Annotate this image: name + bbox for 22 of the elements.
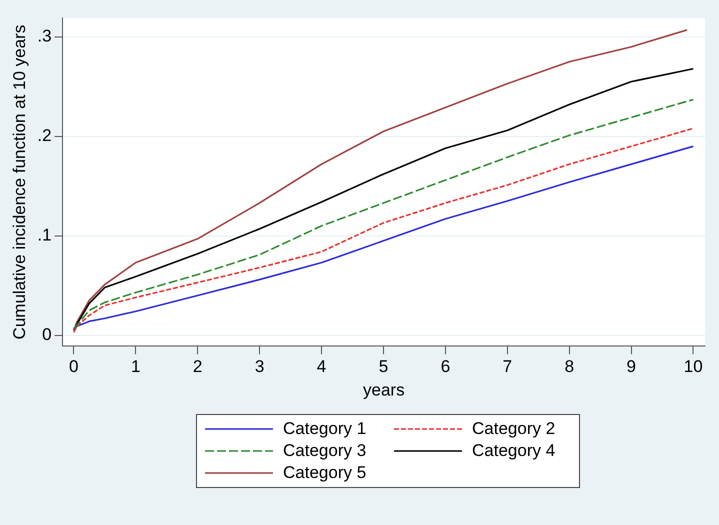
x-tick-label: 1 (130, 357, 140, 376)
y-tick-label: .3 (37, 26, 52, 46)
y-tick-label: .2 (37, 126, 52, 146)
x-tick-label: 4 (316, 357, 326, 376)
legend-label: Category 5 (283, 463, 366, 483)
legend-label: Category 3 (283, 441, 366, 461)
x-tick-label: 5 (378, 357, 388, 376)
x-tick-label: 9 (626, 357, 636, 376)
x-tick-label: 10 (684, 357, 703, 376)
x-axis-title: years (363, 380, 405, 400)
legend-label: Category 4 (472, 441, 556, 461)
x-tick-label: 6 (440, 357, 450, 376)
x-tick-label: 7 (502, 357, 512, 376)
legend-label: Category 2 (472, 419, 556, 439)
x-tick-label: 8 (564, 357, 574, 376)
legend-label: Category 1 (283, 419, 366, 439)
y-tick-label: .1 (37, 225, 52, 244)
y-axis-title: Cumulative incidence function at 10 years (10, 24, 29, 340)
y-tick-label: 0 (42, 324, 52, 344)
x-tick-label: 2 (192, 357, 202, 376)
x-tick-label: 3 (254, 357, 264, 376)
x-tick-label: 0 (68, 357, 78, 376)
